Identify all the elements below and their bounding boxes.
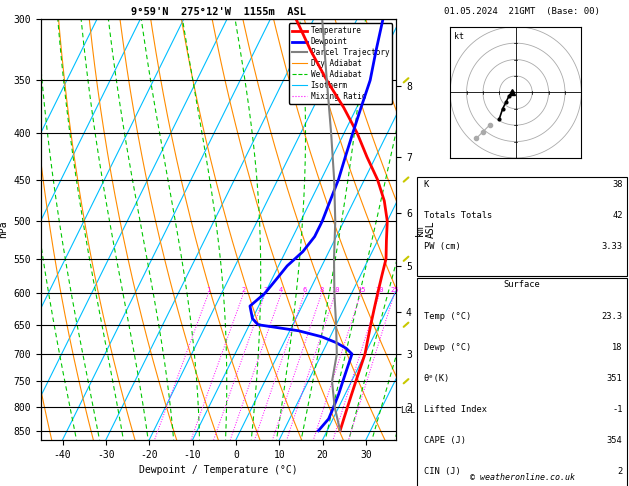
Text: 8: 8 — [320, 287, 324, 293]
Text: Surface: Surface — [504, 280, 540, 290]
Text: Lifted Index: Lifted Index — [424, 405, 487, 414]
Text: 354: 354 — [607, 436, 623, 445]
Text: PW (cm): PW (cm) — [424, 242, 460, 251]
Title: 9°59'N  275°12'W  1155m  ASL: 9°59'N 275°12'W 1155m ASL — [131, 7, 306, 17]
Text: 01.05.2024  21GMT  (Base: 00): 01.05.2024 21GMT (Base: 00) — [444, 7, 600, 17]
Text: kt: kt — [454, 32, 464, 41]
Text: K: K — [424, 180, 429, 189]
Bar — [417, 177, 627, 276]
Text: LCL: LCL — [401, 406, 415, 415]
Text: CIN (J): CIN (J) — [424, 467, 460, 476]
Text: 42: 42 — [612, 211, 623, 220]
Text: Dewp (°C): Dewp (°C) — [424, 343, 471, 352]
Y-axis label: km
ASL: km ASL — [415, 221, 437, 239]
Text: 20: 20 — [376, 287, 384, 293]
Text: 351: 351 — [607, 374, 623, 383]
Text: 2: 2 — [242, 287, 246, 293]
Text: 6: 6 — [303, 287, 307, 293]
Text: © weatheronline.co.uk: © weatheronline.co.uk — [470, 473, 574, 482]
Text: 23.3: 23.3 — [601, 312, 623, 321]
Text: Totals Totals: Totals Totals — [424, 211, 492, 220]
Text: 2: 2 — [617, 467, 623, 476]
X-axis label: Dewpoint / Temperature (°C): Dewpoint / Temperature (°C) — [139, 465, 298, 475]
Text: 3: 3 — [263, 287, 267, 293]
Text: CAPE (J): CAPE (J) — [424, 436, 465, 445]
Text: 4: 4 — [279, 287, 284, 293]
Text: -1: -1 — [612, 405, 623, 414]
Text: 1: 1 — [206, 287, 211, 293]
Legend: Temperature, Dewpoint, Parcel Trajectory, Dry Adiabat, Wet Adiabat, Isotherm, Mi: Temperature, Dewpoint, Parcel Trajectory… — [289, 23, 392, 104]
Text: 10: 10 — [331, 287, 340, 293]
Text: Temp (°C): Temp (°C) — [424, 312, 471, 321]
Text: 15: 15 — [357, 287, 365, 293]
Text: 25: 25 — [390, 287, 399, 293]
Text: 18: 18 — [612, 343, 623, 352]
Y-axis label: hPa: hPa — [0, 221, 8, 239]
Text: 3.33: 3.33 — [601, 242, 623, 251]
Bar — [417, 278, 627, 486]
Text: θᵉ(K): θᵉ(K) — [424, 374, 450, 383]
Text: 38: 38 — [612, 180, 623, 189]
